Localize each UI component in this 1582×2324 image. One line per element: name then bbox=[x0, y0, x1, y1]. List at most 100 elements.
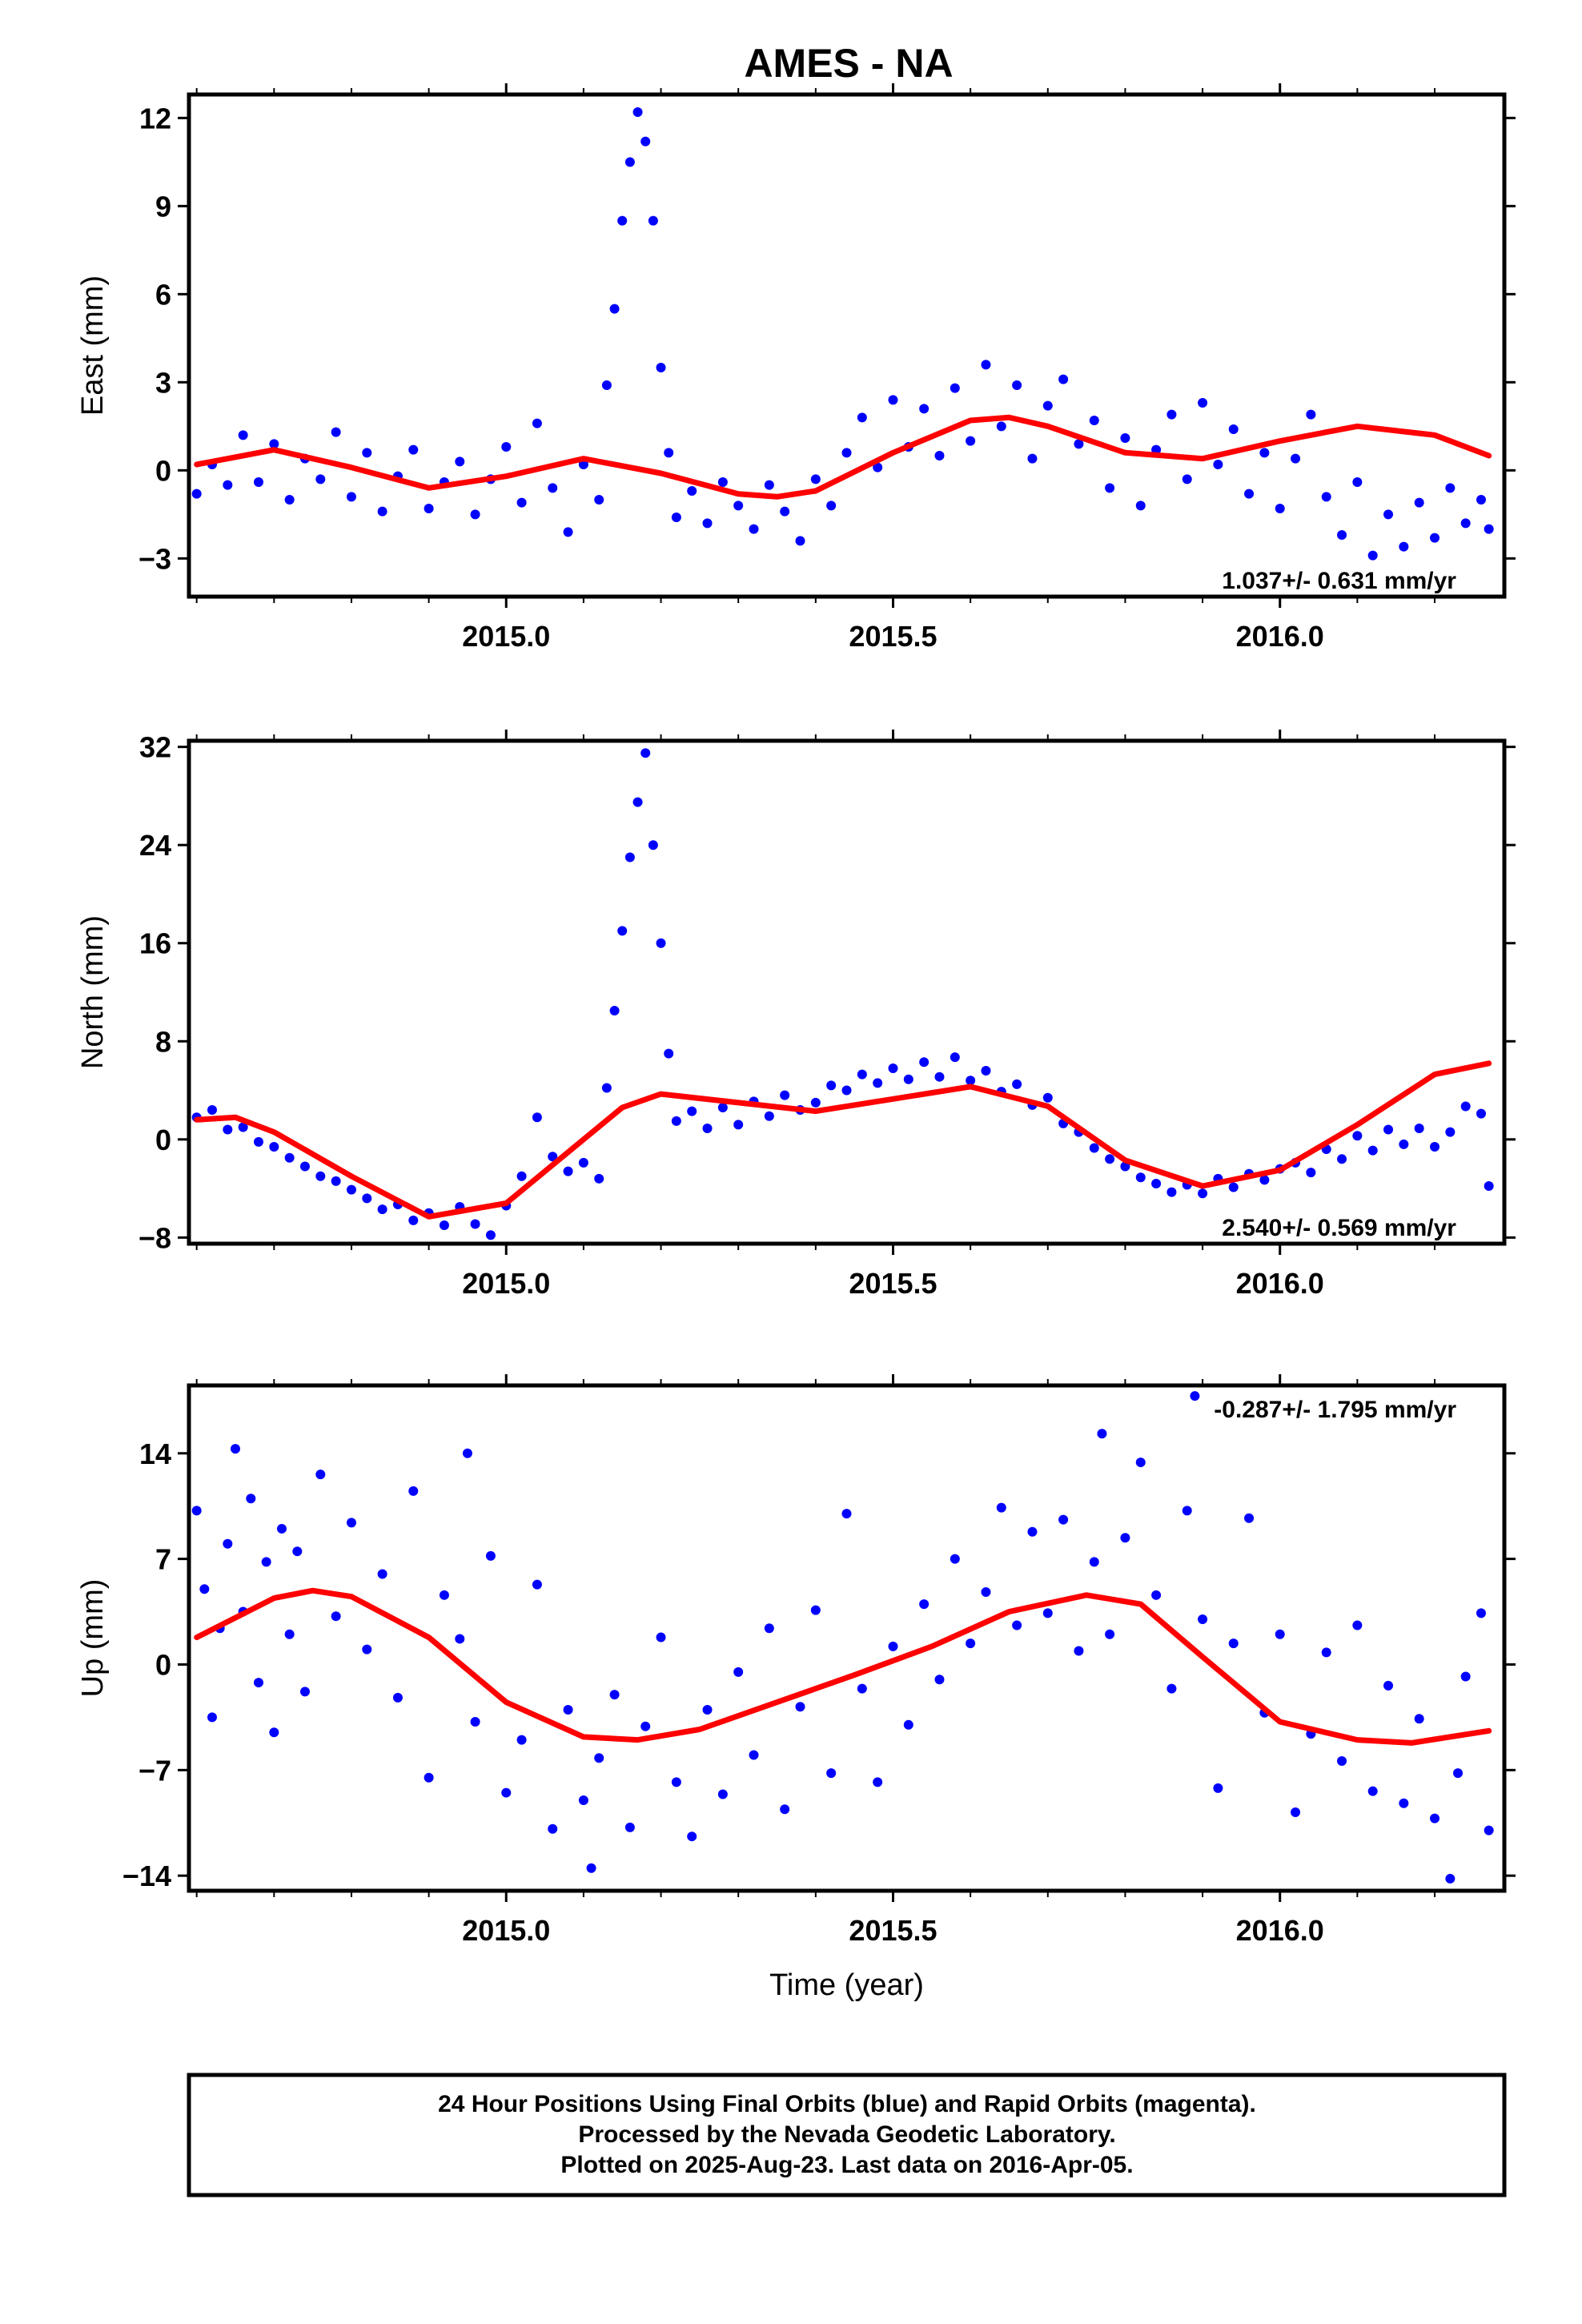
up-data-point bbox=[1244, 1513, 1255, 1523]
east-data-point bbox=[284, 495, 295, 505]
east-data-point bbox=[1058, 374, 1069, 384]
east-data-point bbox=[1383, 509, 1394, 520]
north-data-point bbox=[253, 1136, 263, 1147]
up-y-tick-label: 7 bbox=[155, 1543, 171, 1576]
up-data-point bbox=[246, 1494, 256, 1504]
up-data-point bbox=[1367, 1786, 1378, 1796]
up-data-point bbox=[656, 1632, 666, 1642]
north-x-tick-label: 2015.0 bbox=[462, 1267, 550, 1300]
north-data-point bbox=[810, 1097, 821, 1108]
north-plot-frame bbox=[187, 738, 1507, 1246]
north-data-point bbox=[717, 1102, 728, 1112]
east-y-tick-label: 12 bbox=[139, 102, 171, 135]
up-data-point bbox=[501, 1787, 512, 1798]
east-data-point bbox=[1228, 424, 1239, 434]
east-data-point bbox=[1089, 416, 1099, 425]
north-y-tick-label: 0 bbox=[155, 1124, 171, 1156]
up-plot-frame bbox=[187, 1383, 1507, 1893]
up-data-point bbox=[1291, 1807, 1301, 1818]
east-data-point bbox=[617, 215, 628, 226]
north-data-point bbox=[764, 1111, 774, 1121]
up-data-point bbox=[191, 1506, 202, 1516]
up-data-point bbox=[548, 1823, 558, 1834]
up-data-point bbox=[640, 1721, 651, 1731]
up-data-point bbox=[470, 1717, 480, 1727]
east-data-point bbox=[795, 536, 805, 546]
up-data-point bbox=[981, 1587, 991, 1598]
up-data-point bbox=[223, 1538, 233, 1549]
north-data-point bbox=[331, 1176, 341, 1186]
north-data-point bbox=[733, 1120, 744, 1130]
north-data-point bbox=[408, 1215, 419, 1225]
east-data-point bbox=[1198, 398, 1208, 408]
up-data-point bbox=[919, 1599, 930, 1610]
north-data-point bbox=[702, 1124, 713, 1134]
up-data-point bbox=[749, 1750, 759, 1760]
north-data-point bbox=[617, 926, 628, 936]
east-data-point bbox=[470, 509, 480, 520]
east-data-point bbox=[1120, 433, 1130, 443]
east-data-point bbox=[810, 474, 821, 485]
north-data-point bbox=[1042, 1092, 1053, 1103]
east-data-point bbox=[966, 436, 976, 446]
east-data-point bbox=[841, 448, 852, 458]
up-data-point bbox=[950, 1554, 960, 1564]
east-data-point bbox=[408, 444, 419, 455]
north-data-point bbox=[284, 1152, 295, 1163]
east-data-point bbox=[749, 524, 759, 534]
up-data-point bbox=[780, 1804, 790, 1815]
east-plot-frame bbox=[187, 92, 1507, 599]
up-data-point bbox=[1430, 1813, 1440, 1823]
up-x-tick-label: 2015.5 bbox=[849, 1914, 937, 1947]
east-data-point bbox=[1430, 533, 1440, 543]
north-data-point bbox=[873, 1078, 883, 1088]
north-data-point bbox=[1120, 1161, 1130, 1172]
up-data-point bbox=[1460, 1671, 1471, 1682]
up-data-point bbox=[609, 1690, 620, 1700]
up-data-point bbox=[362, 1644, 372, 1655]
up-data-point bbox=[253, 1678, 263, 1688]
up-data-point bbox=[1213, 1783, 1223, 1793]
east-data-point bbox=[624, 157, 635, 167]
north-data-point bbox=[1166, 1187, 1177, 1197]
east-data-point bbox=[888, 395, 898, 405]
up-data-point bbox=[516, 1735, 527, 1745]
north-data-point bbox=[362, 1193, 372, 1204]
east-data-point bbox=[223, 480, 233, 490]
north-y-tick-label: 24 bbox=[139, 829, 171, 862]
east-data-point bbox=[873, 462, 883, 472]
north-data-point bbox=[1352, 1131, 1363, 1141]
up-data-point bbox=[331, 1611, 341, 1622]
up-data-point bbox=[1105, 1629, 1115, 1639]
up-data-point bbox=[1484, 1825, 1494, 1835]
north-data-point bbox=[826, 1080, 837, 1091]
north-data-point bbox=[1414, 1124, 1424, 1134]
north-data-point bbox=[609, 1005, 620, 1015]
north-data-point bbox=[1337, 1154, 1347, 1164]
east-data-point bbox=[1399, 541, 1409, 552]
up-data-point bbox=[1198, 1614, 1208, 1624]
east-data-point bbox=[377, 506, 387, 517]
up-data-point bbox=[578, 1795, 588, 1805]
up-data-point bbox=[1399, 1798, 1409, 1808]
north-data-point bbox=[532, 1112, 542, 1123]
up-data-point bbox=[1321, 1647, 1331, 1658]
up-data-point bbox=[702, 1704, 713, 1715]
north-data-point bbox=[1228, 1182, 1239, 1192]
up-data-point bbox=[1190, 1391, 1200, 1401]
north-data-point bbox=[687, 1106, 697, 1116]
east-data-point bbox=[687, 486, 697, 496]
east-data-point bbox=[1367, 550, 1378, 561]
up-y-tick-label: 14 bbox=[139, 1437, 171, 1470]
up-data-point bbox=[594, 1753, 604, 1763]
up-data-point bbox=[795, 1702, 805, 1712]
north-data-point bbox=[346, 1184, 356, 1195]
north-data-point bbox=[578, 1157, 588, 1168]
east-model-curve bbox=[194, 414, 1492, 500]
up-data-point bbox=[1058, 1514, 1069, 1525]
up-data-point bbox=[462, 1448, 472, 1458]
up-y-tick-label: 0 bbox=[155, 1648, 171, 1681]
east-data-point bbox=[671, 513, 681, 522]
east-data-point bbox=[1105, 483, 1115, 493]
